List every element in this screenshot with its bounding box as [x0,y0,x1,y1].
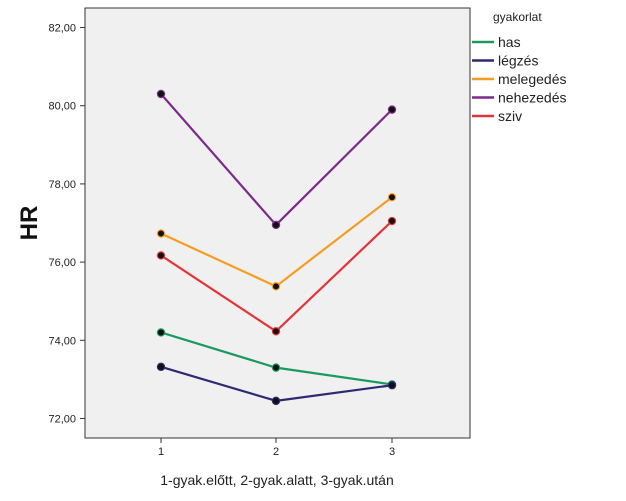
data-point [156,89,166,99]
data-point [271,396,281,406]
legend-item-label: melegedés [498,71,567,87]
y-tick-label: 76,00 [48,257,76,269]
x-tick-label: 1 [158,446,164,458]
data-point [156,362,166,372]
x-axis-title: 1-gyak.előtt, 2-gyak.alatt, 3-gyak.után [160,472,393,488]
data-point [271,327,281,336]
data-point [387,216,397,226]
data-point [387,381,397,390]
x-axis: 1 2 3 [158,438,395,458]
data-point [156,229,166,238]
y-tick-label: 72,00 [48,413,76,425]
data-point [271,363,281,372]
y-tick-label: 80,00 [48,101,76,113]
y-tick-label: 74,00 [48,335,76,347]
y-axis-title: HR [16,206,43,241]
series-points [156,89,397,406]
data-point [156,328,166,337]
legend-item-label: sziv [498,108,522,124]
data-point [271,220,281,230]
legend-item-label: has [498,34,521,50]
data-point [387,192,397,202]
data-point [156,251,166,260]
x-tick-label: 3 [389,446,395,458]
data-point [271,282,281,291]
x-tick-label: 2 [273,446,279,458]
legend: gyakorlat has légzés melegedés nehezedés szi… [472,10,567,124]
legend-item-label: légzés [498,53,538,69]
y-tick-label: 82,00 [48,23,76,35]
legend-item-label: nehezedés [498,90,567,106]
data-point [387,105,397,114]
y-tick-label: 78,00 [48,179,76,191]
y-axis: 72,00 74,00 76,00 78,00 80,00 82,00 [48,23,85,425]
legend-title: gyakorlat [493,10,542,24]
